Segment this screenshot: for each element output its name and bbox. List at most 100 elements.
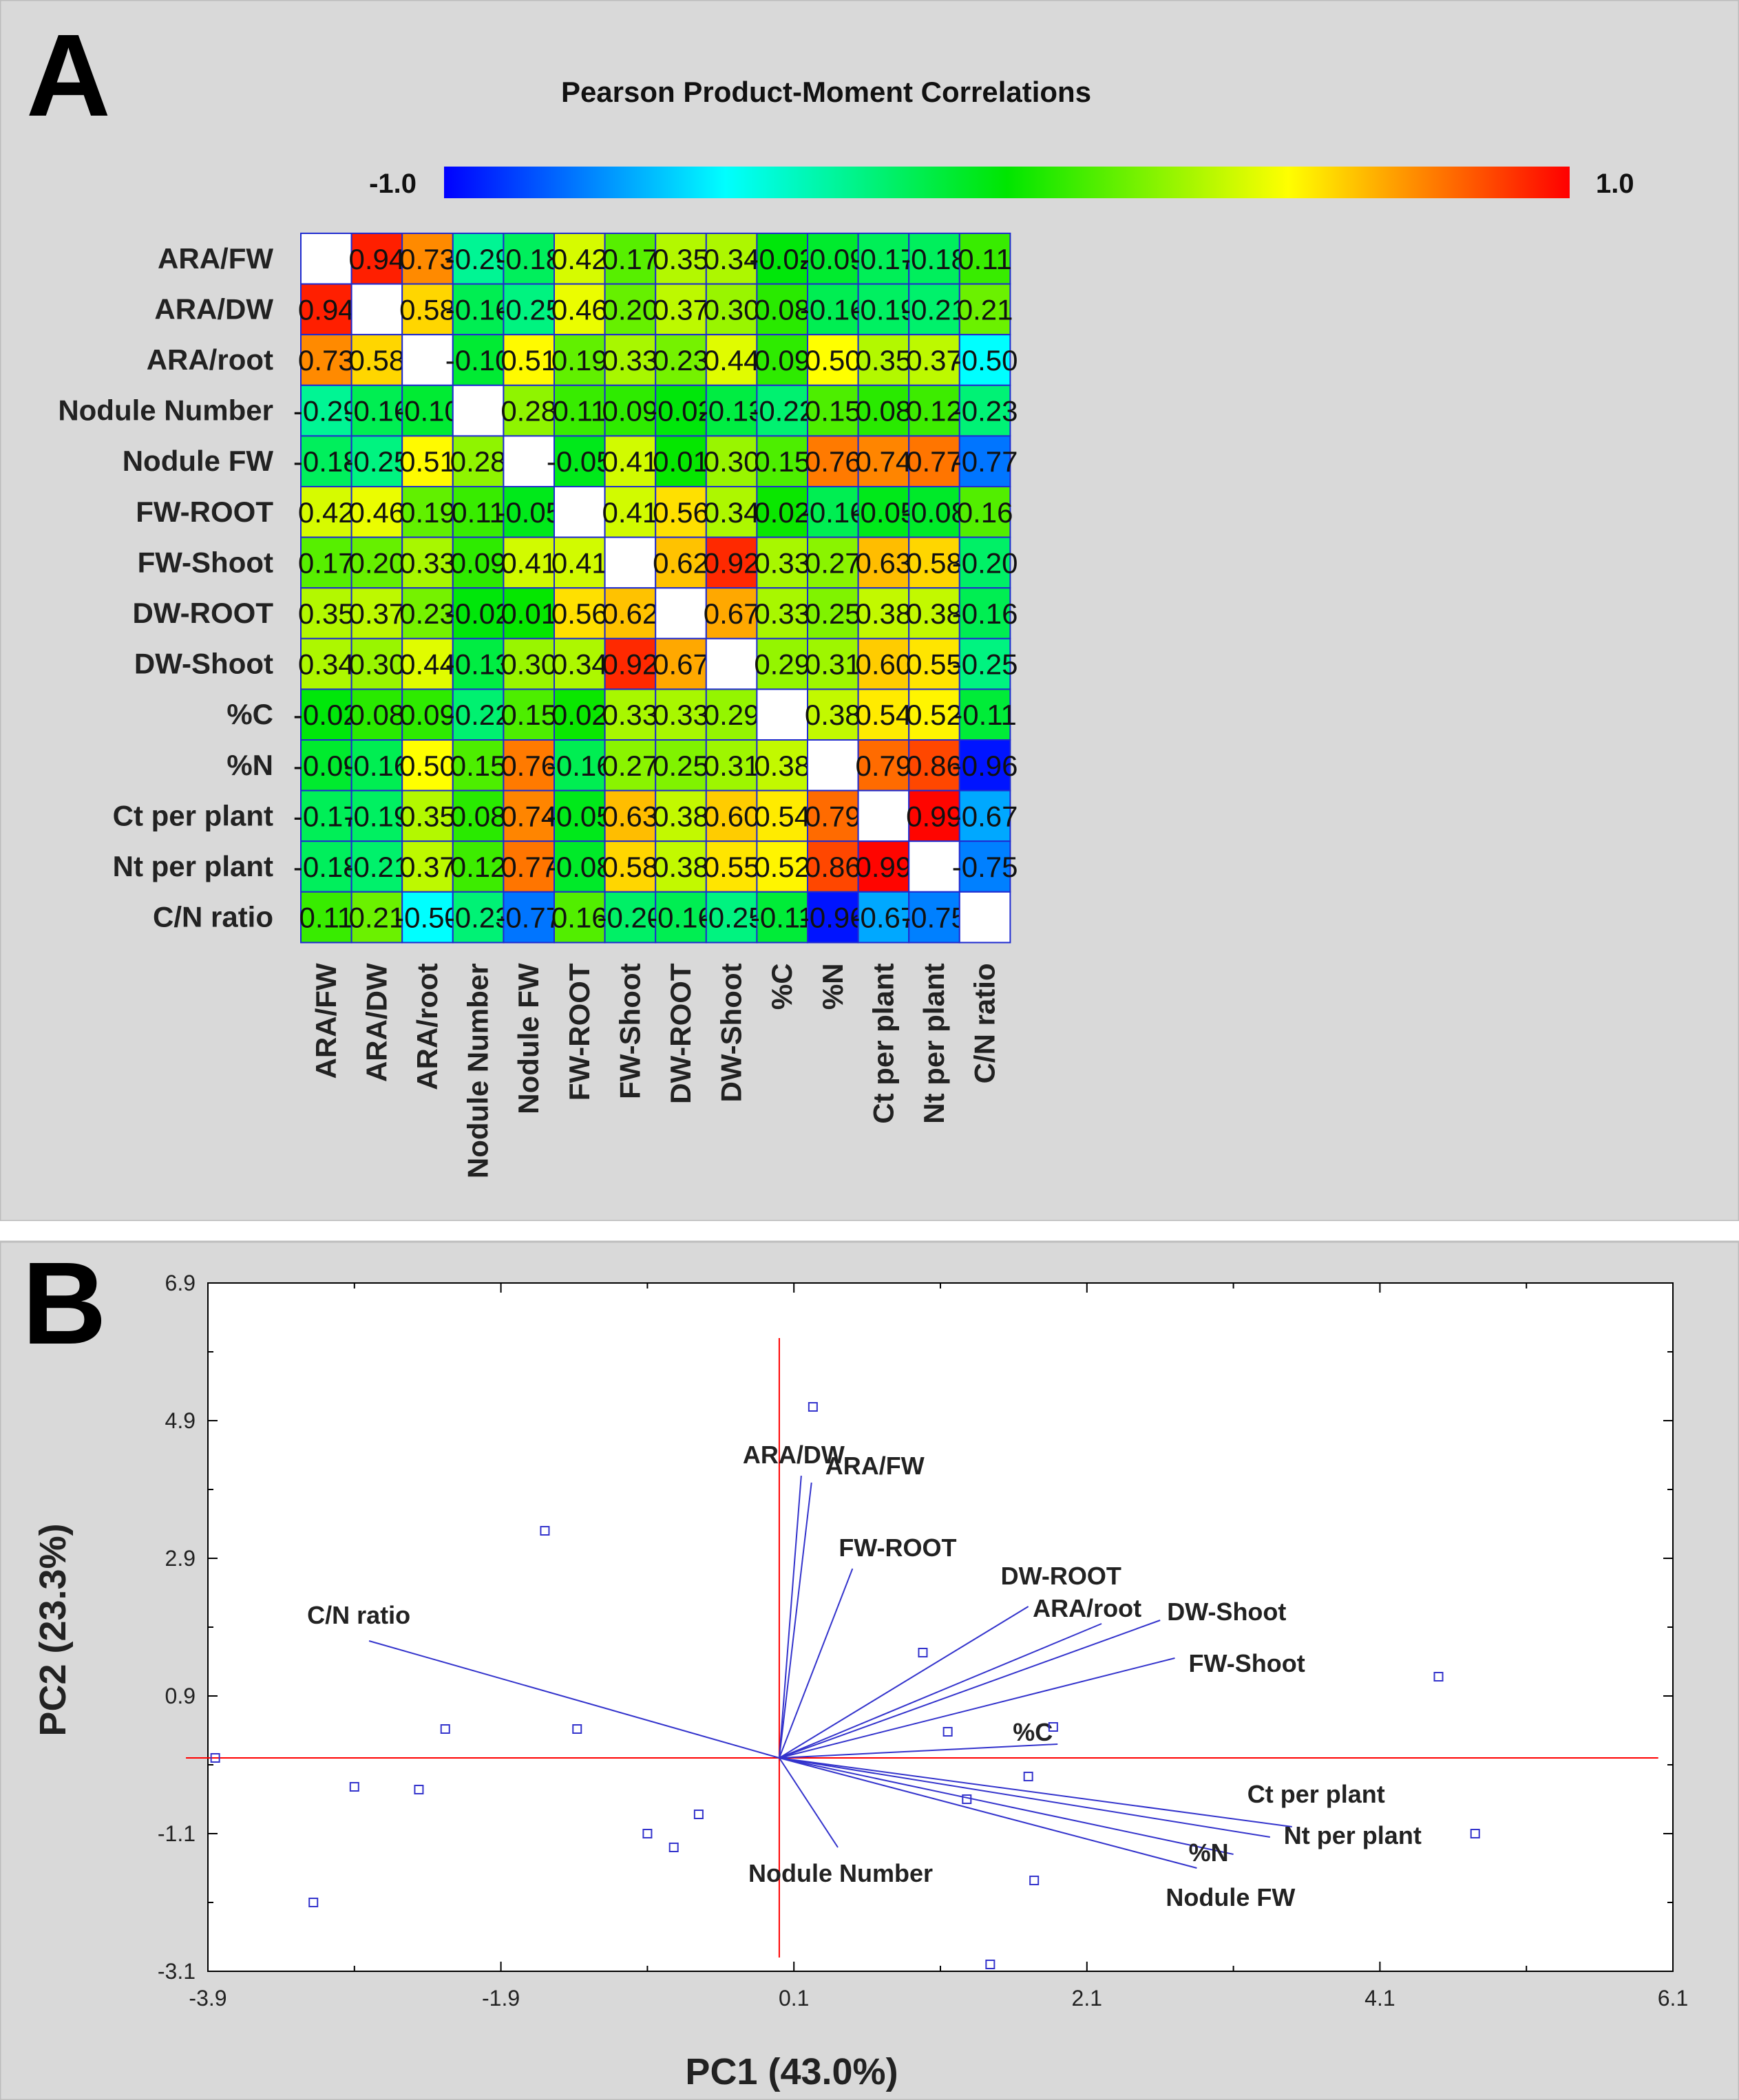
heatmap-cell-value: 0.33 <box>754 547 810 579</box>
heatmap-cell-value: 0.77 <box>906 445 962 478</box>
col-label-ara-dw: ARA/DW <box>360 963 392 1082</box>
score-point <box>540 1526 550 1536</box>
heatmap-cell-value: -0.29 <box>293 395 359 427</box>
x-axis-label: PC1 (43.0%) <box>685 2051 898 2092</box>
heatmap-cell-value: 0.60 <box>856 648 912 681</box>
heatmap-cell-value: -0.02 <box>749 243 815 275</box>
row-label-fw-shoot: FW-Shoot <box>138 546 273 578</box>
heatmap-cell <box>452 486 505 538</box>
y-tick-label: 4.9 <box>165 1408 196 1433</box>
heatmap-cell-value: 0.34 <box>551 648 608 681</box>
score-point <box>1023 1772 1033 1781</box>
heatmap-cell <box>655 435 707 488</box>
heatmap-cell-value: 0.08 <box>754 293 810 326</box>
heatmap-cell-value: 0.63 <box>602 800 659 832</box>
heatmap-cell <box>300 739 352 792</box>
heatmap-cell-value: 0.21 <box>957 293 1013 326</box>
score-point <box>668 1843 679 1852</box>
heatmap-cell-value: 0.11 <box>552 395 607 427</box>
panel-separator <box>0 1221 1739 1242</box>
score-point <box>962 1794 972 1804</box>
heatmap-cell-value: 0.79 <box>856 750 912 782</box>
heatmap-cell-value: 0.15 <box>450 750 507 782</box>
loading-label: Nt per plant <box>1284 1821 1422 1849</box>
heatmap-cell-value: -0.25 <box>344 445 410 478</box>
heatmap-cell-value: -0.67 <box>851 902 917 934</box>
heatmap-cell-value: -0.16 <box>445 293 512 326</box>
heatmap-cell <box>503 384 556 437</box>
heatmap-cell <box>655 840 707 893</box>
heatmap-cell-value: -0.77 <box>952 445 1018 478</box>
heatmap-cell <box>958 233 1011 285</box>
heatmap-cell-value: -0.09 <box>293 750 359 782</box>
heatmap-cell <box>350 283 403 336</box>
loading-label: C/N ratio <box>307 1601 410 1629</box>
heatmap-cell <box>908 840 960 893</box>
heatmap-cell <box>857 233 910 285</box>
loading-label: Nodule Number <box>748 1859 933 1887</box>
loading-vector <box>779 1657 1175 1759</box>
heatmap-cell-value: 0.60 <box>704 800 760 832</box>
heatmap-cell-value: 0.01 <box>500 597 557 630</box>
heatmap-cell-value: 0.34 <box>704 496 760 529</box>
heatmap-cell-value: -0.19 <box>851 293 917 326</box>
row-label-fw-root: FW-ROOT <box>136 496 273 528</box>
heatmap-cell <box>857 789 910 842</box>
heatmap-cell-value: -0.17 <box>851 243 917 275</box>
heatmap-cell <box>452 384 505 437</box>
heatmap-cell-value: -0.23 <box>445 902 512 934</box>
row-label-dw-root: DW-ROOT <box>133 597 274 629</box>
score-point <box>985 1960 995 1969</box>
heatmap-cell <box>807 587 859 639</box>
heatmap-cell-value: 0.62 <box>653 547 709 579</box>
score-point <box>1470 1829 1480 1838</box>
heatmap-cell <box>756 688 809 741</box>
heatmap-cell <box>503 637 556 690</box>
x-tick-label: 2.1 <box>1072 1986 1102 2011</box>
heatmap-cell <box>756 637 809 690</box>
heatmap: 0.940.73-0.29-0.180.420.170.350.34-0.02-… <box>58 233 1018 1178</box>
loading-label: Ct per plant <box>1247 1780 1385 1808</box>
row-label-c: %C <box>226 698 273 730</box>
score-point <box>942 1727 953 1737</box>
heatmap-cell-value: -0.25 <box>496 293 562 326</box>
col-label-ara-fw: ARA/FW <box>310 963 342 1079</box>
heatmap-cell-value: -0.05 <box>851 496 917 529</box>
heatmap-cell-value: 0.51 <box>500 344 557 376</box>
heatmap-cell-value: -0.29 <box>445 243 512 275</box>
loading-vector <box>779 1620 1161 1759</box>
loading-vector <box>778 1568 854 1759</box>
x-tick-label: 6.1 <box>1658 1986 1688 2011</box>
heatmap-cell <box>705 486 758 538</box>
heatmap-cell-value: 0.56 <box>653 496 709 529</box>
heatmap-cell <box>655 637 707 690</box>
heatmap-cell <box>452 587 505 639</box>
loading-label: ARA/root <box>1033 1594 1141 1622</box>
col-label-fw-root: FW-ROOT <box>563 963 596 1101</box>
x-tick-label: -1.9 <box>482 1986 520 2011</box>
row-label-n: %N <box>226 749 273 781</box>
loading-label: %N <box>1189 1838 1229 1867</box>
heatmap-cell-value: 0.33 <box>602 699 659 731</box>
heatmap-cell-value: 0.35 <box>298 597 355 630</box>
heatmap-cell <box>655 739 707 792</box>
heatmap-cell-value: -0.96 <box>952 750 1018 782</box>
heatmap-cell <box>908 486 960 538</box>
loading-vector <box>779 1757 839 1848</box>
score-point <box>1029 1876 1040 1885</box>
heatmap-cell <box>908 688 960 741</box>
heatmap-cell <box>300 233 352 285</box>
heatmap-cell-value: 0.35 <box>399 800 456 832</box>
heatmap-cell-value: 0.50 <box>805 344 861 376</box>
heatmap-cell <box>756 233 809 285</box>
heatmap-cell-value: 0.67 <box>704 597 760 630</box>
heatmap-cell-value: -0.05 <box>547 445 613 478</box>
heatmap-cell <box>554 536 606 589</box>
heatmap-cell-value: 0.73 <box>298 344 355 376</box>
row-label-nodule-number: Nodule Number <box>58 394 273 427</box>
heatmap-cell-value: -0.16 <box>547 750 613 782</box>
heatmap-cell <box>452 739 505 792</box>
heatmap-cell <box>857 891 910 944</box>
heatmap-cell-value: 0.38 <box>653 800 709 832</box>
heatmap-cell <box>452 233 505 285</box>
